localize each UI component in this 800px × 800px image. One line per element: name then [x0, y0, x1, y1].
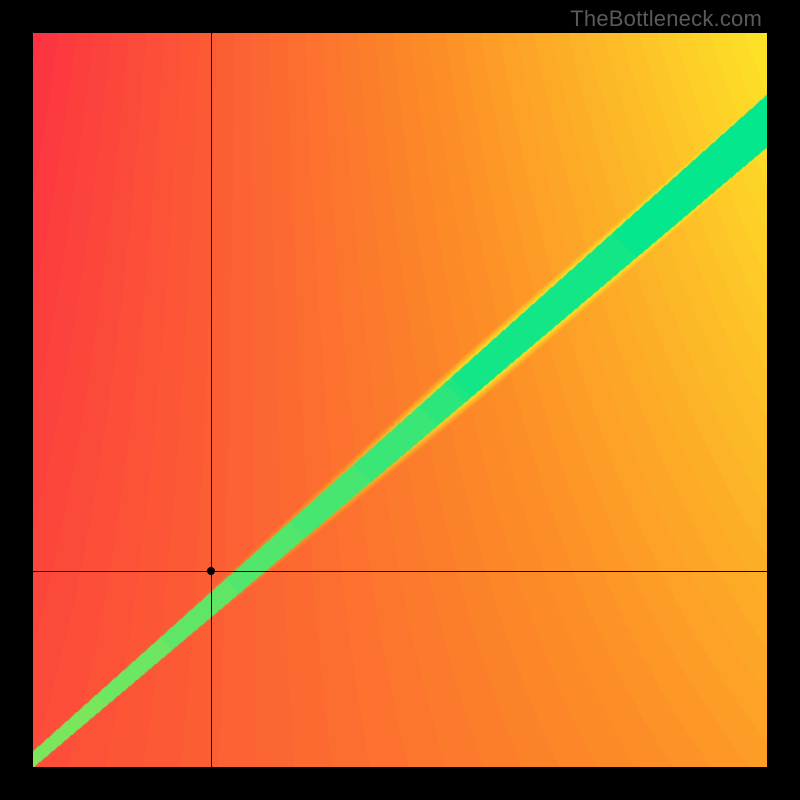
chart-frame	[33, 33, 767, 767]
crosshair-horizontal	[33, 571, 767, 572]
chart-container: TheBottleneck.com	[0, 0, 800, 800]
crosshair-vertical	[211, 33, 212, 767]
crosshair-dot	[207, 567, 215, 575]
watermark-text: TheBottleneck.com	[570, 6, 762, 32]
heatmap-canvas	[33, 33, 767, 767]
